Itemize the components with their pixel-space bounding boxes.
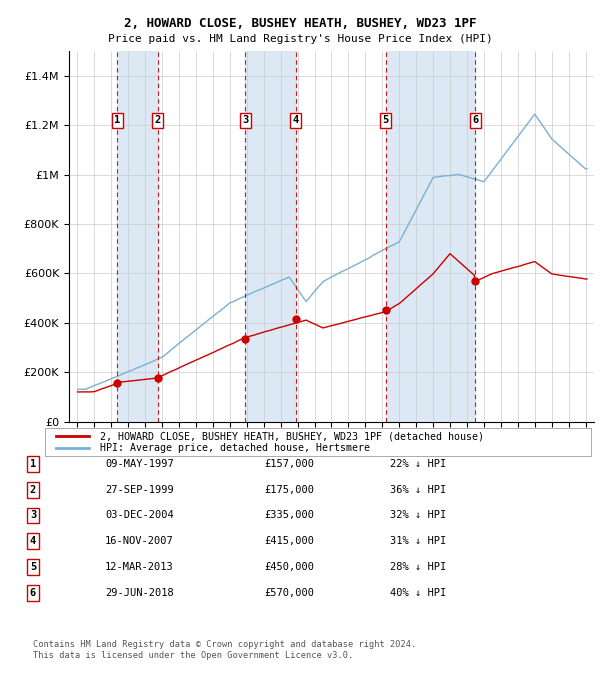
Text: 27-SEP-1999: 27-SEP-1999 bbox=[105, 485, 174, 494]
Text: 5: 5 bbox=[30, 562, 36, 572]
Text: 31% ↓ HPI: 31% ↓ HPI bbox=[390, 537, 446, 546]
Text: 32% ↓ HPI: 32% ↓ HPI bbox=[390, 511, 446, 520]
Text: 1: 1 bbox=[115, 115, 121, 125]
Text: 2: 2 bbox=[30, 485, 36, 494]
Text: 2, HOWARD CLOSE, BUSHEY HEATH, BUSHEY, WD23 1PF (detached house): 2, HOWARD CLOSE, BUSHEY HEATH, BUSHEY, W… bbox=[100, 431, 484, 441]
Text: 22% ↓ HPI: 22% ↓ HPI bbox=[390, 459, 446, 469]
Text: £175,000: £175,000 bbox=[264, 485, 314, 494]
Text: 16-NOV-2007: 16-NOV-2007 bbox=[105, 537, 174, 546]
Text: 4: 4 bbox=[292, 115, 299, 125]
Text: HPI: Average price, detached house, Hertsmere: HPI: Average price, detached house, Hert… bbox=[100, 443, 370, 453]
Text: 3: 3 bbox=[30, 511, 36, 520]
Text: 5: 5 bbox=[382, 115, 389, 125]
Text: £570,000: £570,000 bbox=[264, 588, 314, 598]
Text: This data is licensed under the Open Government Licence v3.0.: This data is licensed under the Open Gov… bbox=[33, 651, 353, 660]
Text: 6: 6 bbox=[472, 115, 478, 125]
Text: 29-JUN-2018: 29-JUN-2018 bbox=[105, 588, 174, 598]
Text: 12-MAR-2013: 12-MAR-2013 bbox=[105, 562, 174, 572]
Bar bbox=[386, 51, 475, 422]
Text: 4: 4 bbox=[30, 537, 36, 546]
Text: 2: 2 bbox=[155, 115, 161, 125]
Text: 40% ↓ HPI: 40% ↓ HPI bbox=[390, 588, 446, 598]
Text: 28% ↓ HPI: 28% ↓ HPI bbox=[390, 562, 446, 572]
Bar bbox=[245, 51, 296, 422]
Text: 36% ↓ HPI: 36% ↓ HPI bbox=[390, 485, 446, 494]
Text: 6: 6 bbox=[30, 588, 36, 598]
Text: 03-DEC-2004: 03-DEC-2004 bbox=[105, 511, 174, 520]
Text: 1: 1 bbox=[30, 459, 36, 469]
Text: £335,000: £335,000 bbox=[264, 511, 314, 520]
Text: £415,000: £415,000 bbox=[264, 537, 314, 546]
Text: Contains HM Land Registry data © Crown copyright and database right 2024.: Contains HM Land Registry data © Crown c… bbox=[33, 641, 416, 649]
Text: 2, HOWARD CLOSE, BUSHEY HEATH, BUSHEY, WD23 1PF: 2, HOWARD CLOSE, BUSHEY HEATH, BUSHEY, W… bbox=[124, 17, 476, 30]
Text: £450,000: £450,000 bbox=[264, 562, 314, 572]
Text: 09-MAY-1997: 09-MAY-1997 bbox=[105, 459, 174, 469]
Text: 3: 3 bbox=[242, 115, 248, 125]
Bar bbox=[118, 51, 158, 422]
Text: Price paid vs. HM Land Registry's House Price Index (HPI): Price paid vs. HM Land Registry's House … bbox=[107, 34, 493, 44]
Text: £157,000: £157,000 bbox=[264, 459, 314, 469]
